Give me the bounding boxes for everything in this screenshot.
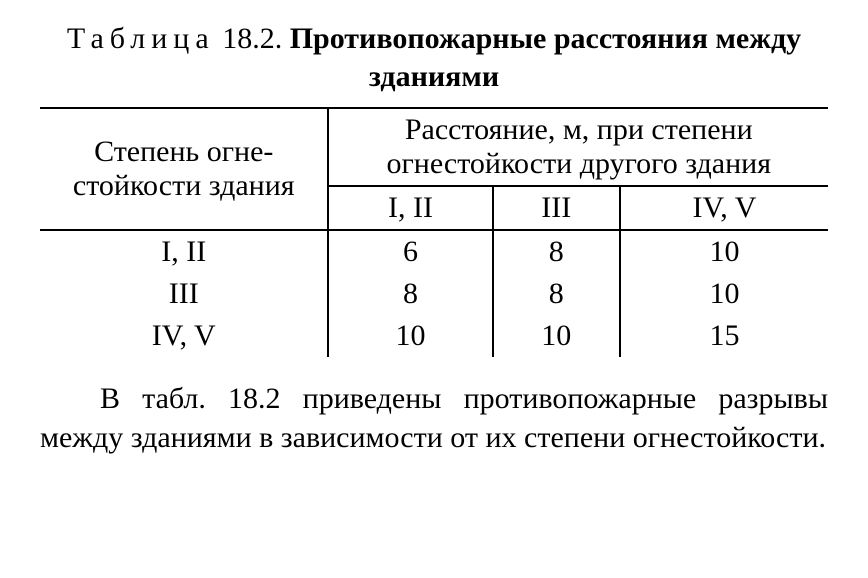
table-row: IV, V 10 10 15: [40, 315, 828, 357]
col-header-title: Расстояние, м, при степени огнестойкости…: [328, 108, 828, 186]
cell: 10: [620, 273, 828, 315]
cell: 8: [493, 273, 620, 315]
caption-label: Таблица: [67, 22, 215, 55]
row-label: IV, V: [40, 315, 328, 357]
page: Таблица 18.2. Противопожарные расстояния…: [0, 0, 868, 457]
cell: 6: [328, 230, 492, 273]
cell: 8: [328, 273, 492, 315]
cell: 8: [493, 230, 620, 273]
row-label: I, II: [40, 230, 328, 273]
cell: 10: [328, 315, 492, 357]
table-row: III 8 8 10: [40, 273, 828, 315]
body-paragraph: В табл. 18.2 приведены противопо­жарные …: [40, 379, 828, 457]
cell: 10: [620, 230, 828, 273]
caption-number: 18.2.: [222, 22, 282, 55]
row-header-title: Степень огне­стойкости здания: [40, 108, 328, 230]
col-header: IV, V: [620, 186, 828, 230]
fire-distance-table: Степень огне­стойкости здания Расстояние…: [40, 107, 828, 357]
cell: 15: [620, 315, 828, 357]
row-label: III: [40, 273, 328, 315]
table-caption: Таблица 18.2. Противопожарные расстояния…: [40, 20, 828, 95]
col-header: III: [493, 186, 620, 230]
caption-title: Противопожарные расстояния между зданиям…: [290, 22, 801, 93]
col-header: I, II: [328, 186, 492, 230]
cell: 10: [493, 315, 620, 357]
table-row: I, II 6 8 10: [40, 230, 828, 273]
